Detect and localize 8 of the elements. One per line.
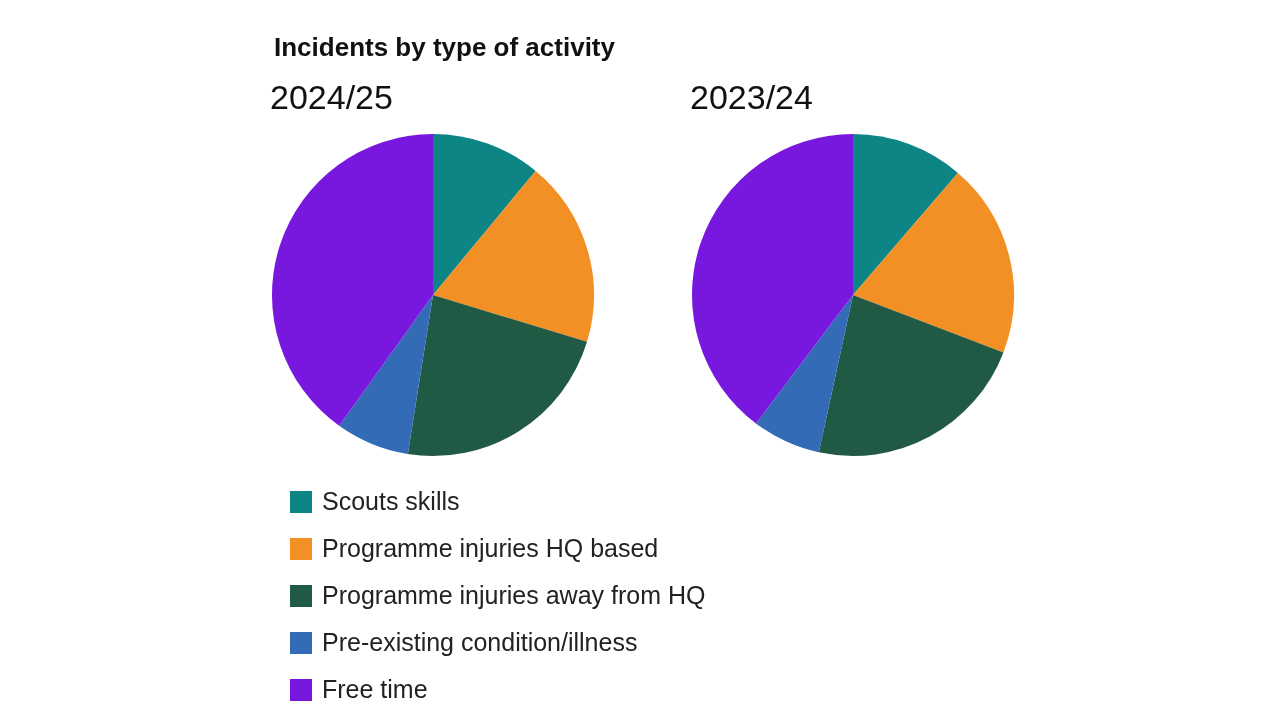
chart-subtitle: 2023/24 [690,78,813,117]
legend-label: Programme injuries HQ based [322,534,659,563]
legend-label: Free time [322,675,428,704]
chart-title: Incidents by type of activity [274,32,615,63]
legend-label: Programme injuries away from HQ [322,581,706,610]
legend-label: Scouts skills [322,487,460,516]
legend-label: Pre-existing condition/illness [322,628,638,657]
chart-subtitle: 2024/25 [270,78,393,117]
